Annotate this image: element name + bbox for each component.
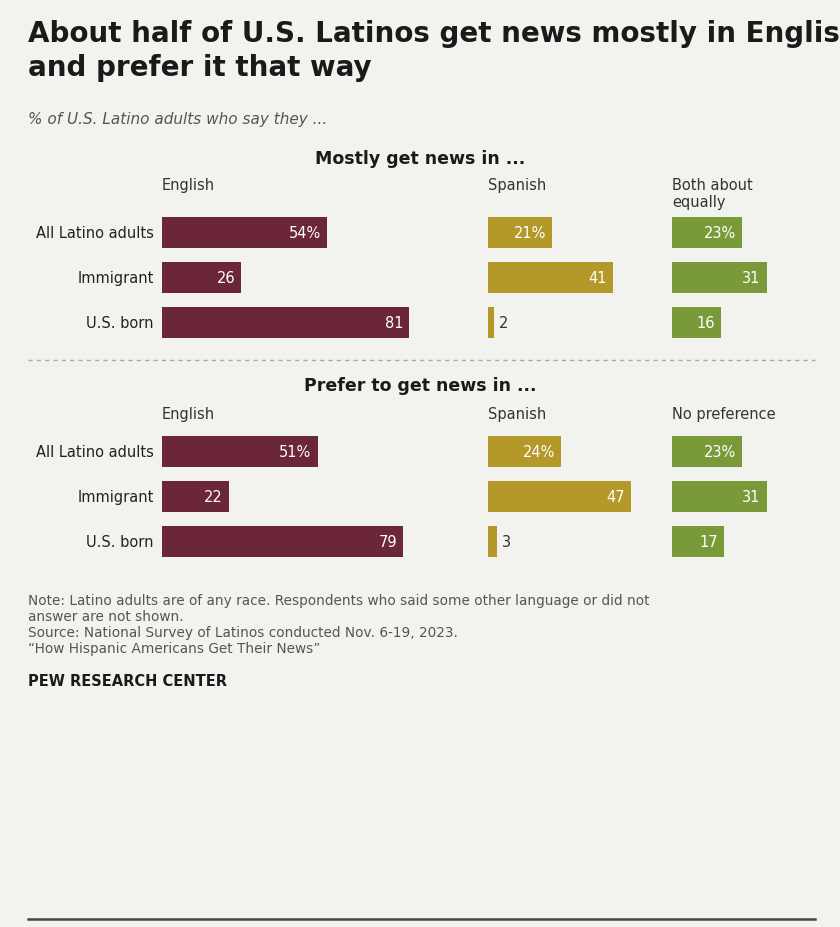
Text: All Latino adults: All Latino adults <box>36 445 154 460</box>
Text: % of U.S. Latino adults who say they ...: % of U.S. Latino adults who say they ... <box>28 112 328 127</box>
Text: U.S. born: U.S. born <box>87 535 154 550</box>
Text: 79: 79 <box>378 535 397 550</box>
Bar <box>672 262 767 294</box>
Bar <box>488 262 613 294</box>
Text: English: English <box>162 178 215 193</box>
Text: 31: 31 <box>743 489 760 504</box>
Text: “How Hispanic Americans Get Their News”: “How Hispanic Americans Get Their News” <box>28 641 320 655</box>
Text: All Latino adults: All Latino adults <box>36 226 154 241</box>
Bar <box>488 437 561 467</box>
Text: English: English <box>162 407 215 422</box>
Bar <box>162 308 409 338</box>
Text: Note: Latino adults are of any race. Respondents who said some other language or: Note: Latino adults are of any race. Res… <box>28 593 649 607</box>
Bar <box>672 527 724 557</box>
Text: 23%: 23% <box>704 445 736 460</box>
Bar <box>488 218 552 248</box>
Text: No preference: No preference <box>672 407 775 422</box>
Bar <box>488 481 632 513</box>
Text: Both about
equally: Both about equally <box>672 178 753 210</box>
Text: 81: 81 <box>385 316 403 331</box>
Bar <box>162 481 229 513</box>
Text: 24%: 24% <box>522 445 555 460</box>
Text: 2: 2 <box>499 316 508 331</box>
Bar <box>162 527 403 557</box>
Text: 26: 26 <box>217 271 235 286</box>
Text: U.S. born: U.S. born <box>87 316 154 331</box>
Text: 54%: 54% <box>288 226 321 241</box>
Bar <box>672 481 767 513</box>
Text: Source: National Survey of Latinos conducted Nov. 6-19, 2023.: Source: National Survey of Latinos condu… <box>28 626 458 640</box>
Text: Spanish: Spanish <box>488 407 546 422</box>
Bar <box>672 437 743 467</box>
Text: 3: 3 <box>502 535 512 550</box>
Text: About half of U.S. Latinos get news mostly in English
and prefer it that way: About half of U.S. Latinos get news most… <box>28 20 840 82</box>
Text: 47: 47 <box>606 489 625 504</box>
Bar <box>672 218 743 248</box>
Text: PEW RESEARCH CENTER: PEW RESEARCH CENTER <box>28 673 227 688</box>
Text: 23%: 23% <box>704 226 736 241</box>
Bar <box>488 527 497 557</box>
Text: Immigrant: Immigrant <box>77 489 154 504</box>
Text: 17: 17 <box>699 535 718 550</box>
Text: Spanish: Spanish <box>488 178 546 193</box>
Bar <box>162 262 241 294</box>
Bar <box>672 308 721 338</box>
Bar <box>162 218 327 248</box>
Text: 31: 31 <box>743 271 760 286</box>
Text: Prefer to get news in ...: Prefer to get news in ... <box>304 376 536 395</box>
Text: Mostly get news in ...: Mostly get news in ... <box>315 150 525 168</box>
Text: answer are not shown.: answer are not shown. <box>28 609 184 623</box>
Text: 16: 16 <box>696 316 715 331</box>
Text: 51%: 51% <box>279 445 312 460</box>
Text: 22: 22 <box>204 489 223 504</box>
Bar <box>488 308 494 338</box>
Text: 41: 41 <box>589 271 607 286</box>
Text: 21%: 21% <box>514 226 546 241</box>
Bar <box>162 437 318 467</box>
Text: Immigrant: Immigrant <box>77 271 154 286</box>
